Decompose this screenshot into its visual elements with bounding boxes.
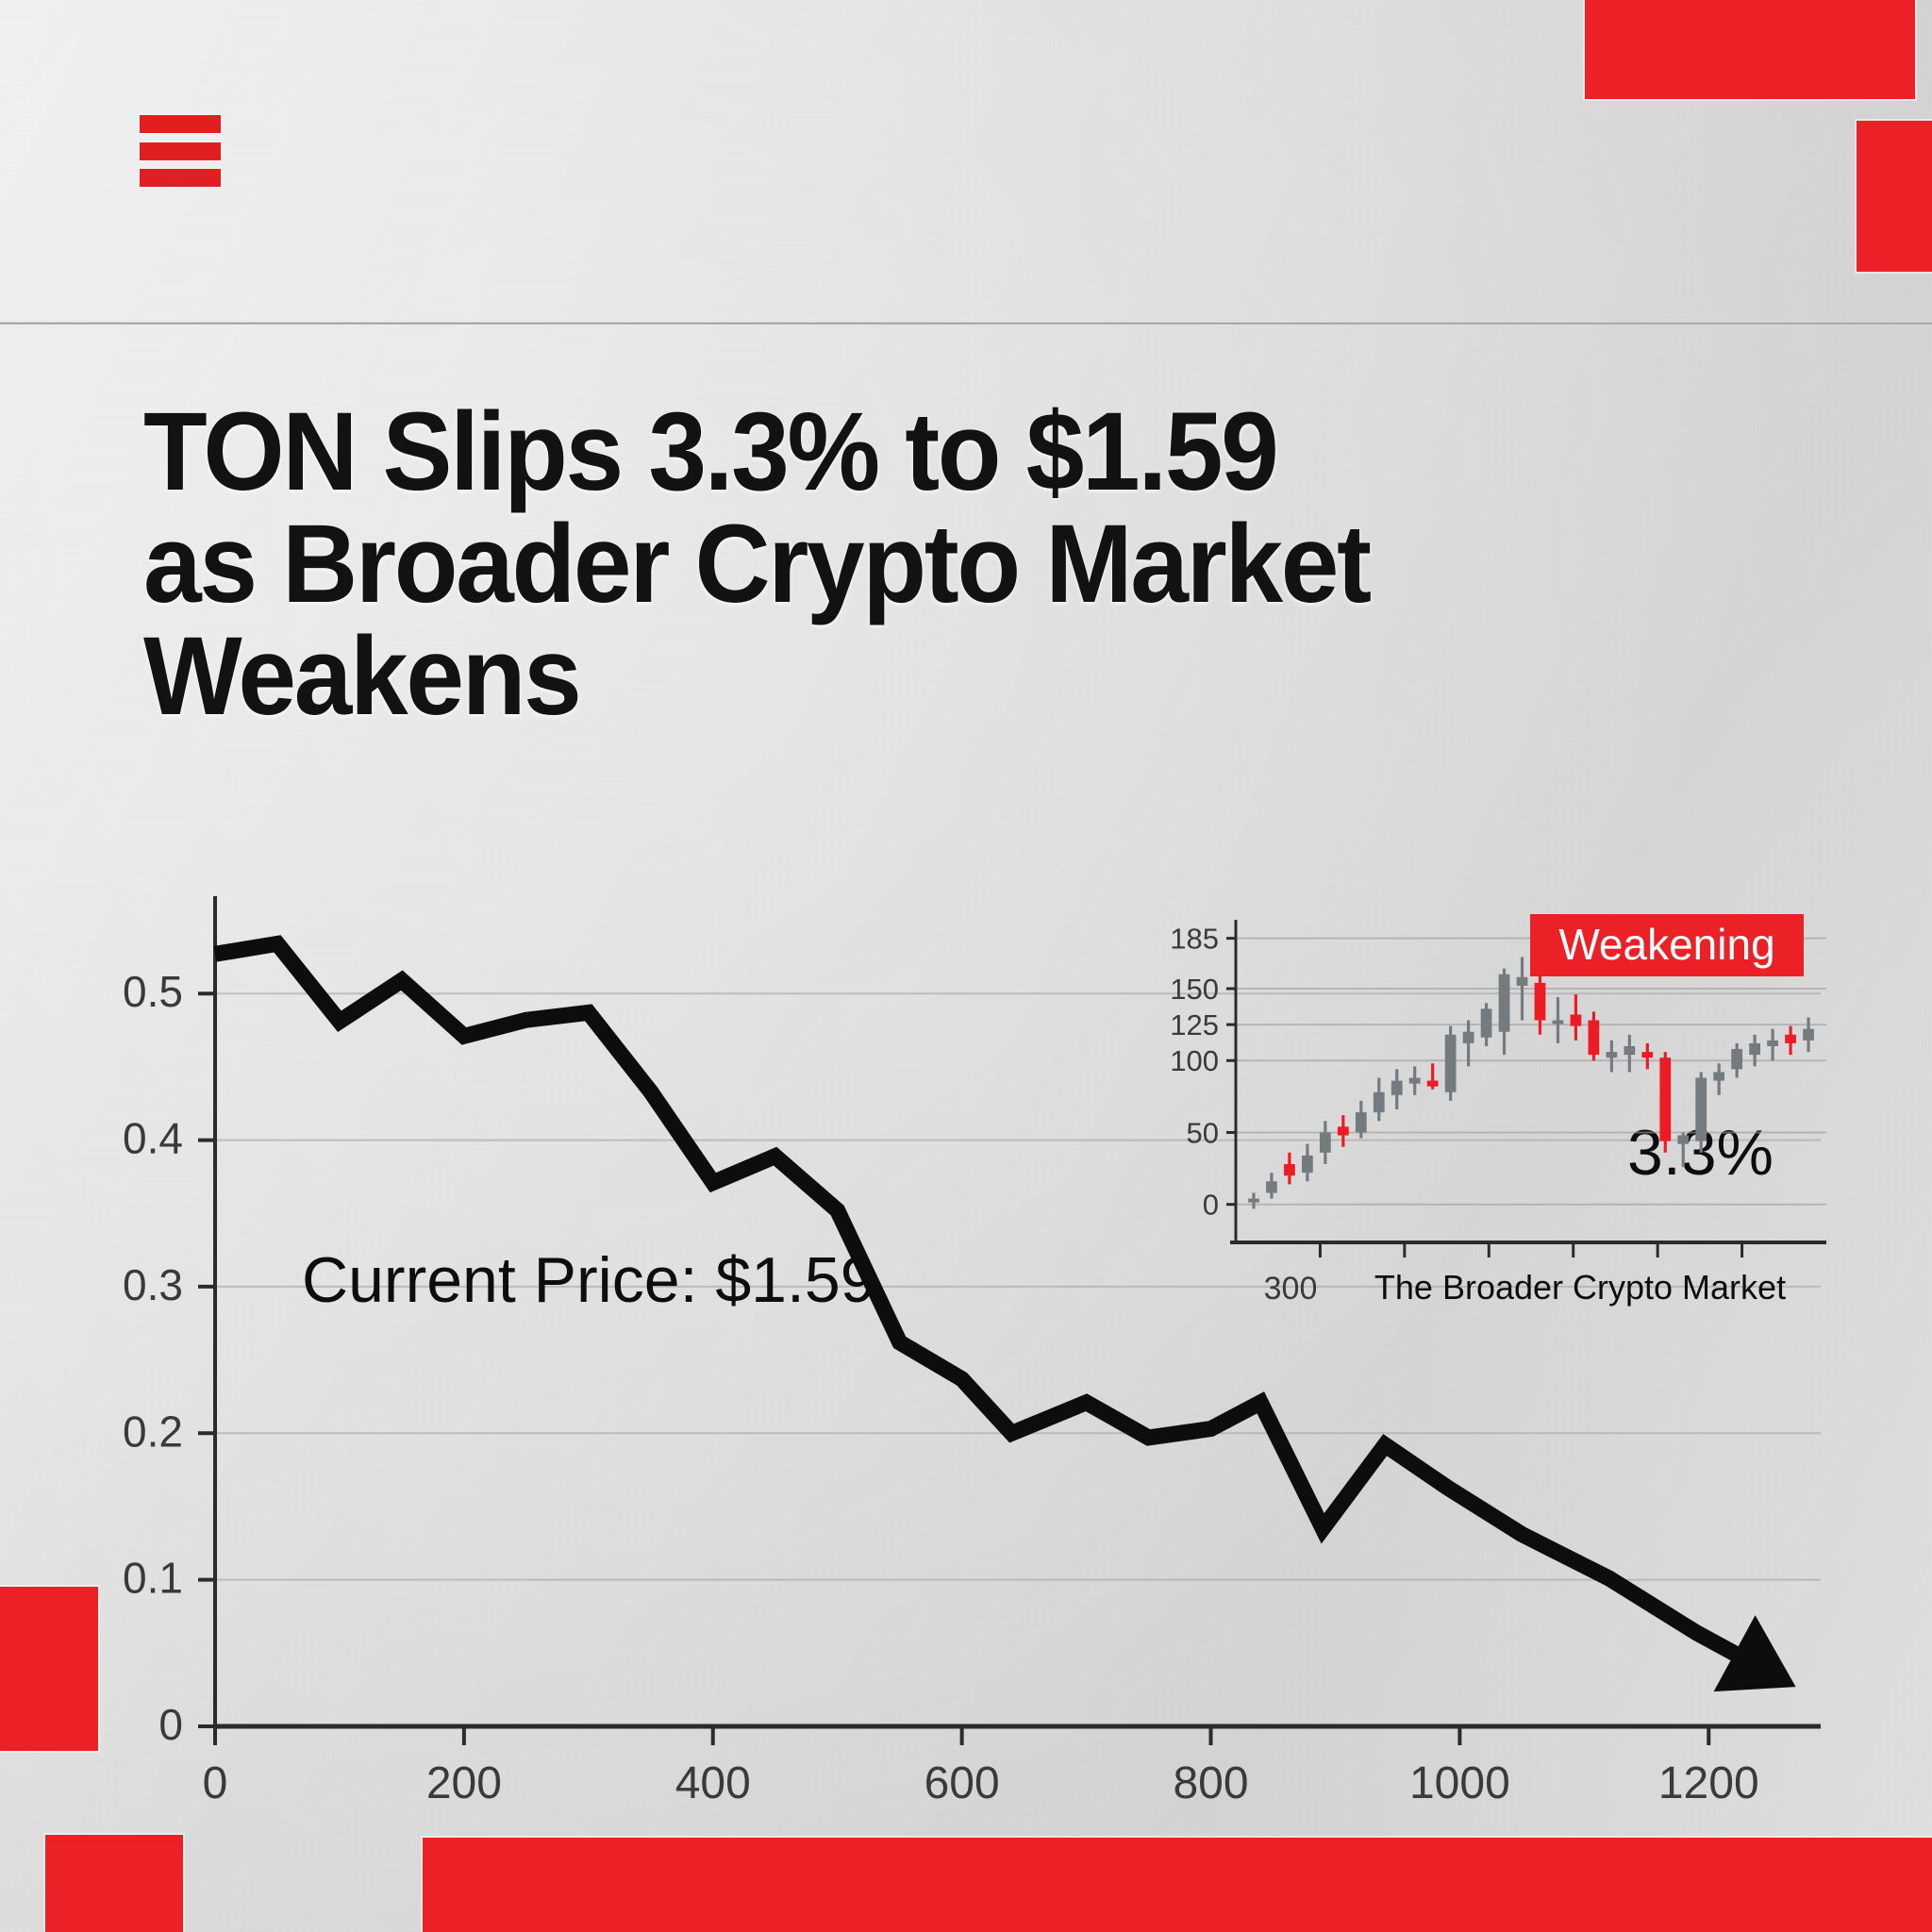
- y-tick-label: 0.2: [123, 1407, 183, 1456]
- inset-market-chart: 0 50 100 125 150 185 300 The Broader Crypto Mar…: [1149, 910, 1847, 1354]
- candle-body: [1803, 1028, 1814, 1041]
- candle-body: [1624, 1045, 1636, 1056]
- inset-y-tick-label: 0: [1203, 1189, 1219, 1222]
- candle-body: [1426, 1080, 1439, 1087]
- candle-body: [1516, 976, 1528, 986]
- decor-block-bottom-left: [45, 1835, 183, 1932]
- status-badge-label: Weakening: [1558, 920, 1774, 969]
- candle-body: [1284, 1164, 1295, 1176]
- x-tick-label: 1200: [1658, 1758, 1759, 1808]
- candle-body: [1480, 1008, 1492, 1038]
- hamburger-bar-1: [140, 115, 221, 133]
- candle-body: [1408, 1077, 1421, 1084]
- decor-block-bottom-wide: [423, 1838, 1932, 1932]
- candle-body: [1337, 1126, 1349, 1136]
- candle-body: [1785, 1034, 1796, 1043]
- candle-body: [1462, 1031, 1474, 1043]
- x-tick-label: 200: [426, 1758, 502, 1808]
- candle-body: [1641, 1052, 1654, 1058]
- inset-y-tick-label: 185: [1170, 923, 1219, 956]
- candle-body: [1767, 1040, 1778, 1046]
- inset-x-axis-label: The Broader Crypto Market: [1374, 1268, 1786, 1307]
- candle-body: [1248, 1198, 1259, 1203]
- current-price-annotation: Current Price: $1.59: [302, 1244, 876, 1316]
- candle-body: [1534, 982, 1546, 1021]
- candle-body: [1355, 1112, 1367, 1133]
- x-tick-label: 400: [675, 1758, 751, 1808]
- decor-block-top-right: [1857, 121, 1932, 272]
- y-tick-label: 0.3: [123, 1260, 183, 1309]
- x-tick-label: 0: [203, 1758, 228, 1808]
- inset-x-tick-label: 300: [1264, 1271, 1318, 1307]
- page-title: TON Slips 3.3% to $1.59 as Broader Crypt…: [143, 390, 1372, 740]
- hamburger-bar-2: [140, 142, 221, 160]
- y-tick-label: 0.5: [123, 967, 183, 1016]
- candle-body: [1391, 1080, 1403, 1095]
- candle-body: [1266, 1181, 1277, 1193]
- x-tick-label: 800: [1173, 1758, 1248, 1808]
- candle-body: [1301, 1155, 1313, 1174]
- candle-body: [1731, 1049, 1743, 1070]
- inset-y-tick-label: 150: [1170, 973, 1219, 1006]
- y-tick-label: 0.4: [123, 1114, 183, 1163]
- inset-y-tick-label: 50: [1187, 1116, 1219, 1149]
- x-tick-label: 1000: [1409, 1758, 1510, 1808]
- header-divider: [0, 322, 1932, 325]
- inset-y-tick-label: 100: [1170, 1044, 1219, 1077]
- inset-y-tick-label: 125: [1170, 1008, 1219, 1041]
- candle-body: [1444, 1034, 1457, 1092]
- candle-body: [1498, 974, 1510, 1032]
- hamburger-menu-icon[interactable]: [140, 115, 221, 187]
- main-price-chart: 0 0.1 0.2 0.3 0.4 0.5 0 200 400 600 800 1000 1200 Cur…: [0, 896, 1932, 1840]
- candle-body: [1677, 1135, 1690, 1144]
- candle-body: [1749, 1042, 1761, 1056]
- y-tick-label: 0.1: [123, 1554, 183, 1603]
- candle-body: [1695, 1077, 1707, 1141]
- x-tick-label: 600: [924, 1758, 1000, 1808]
- price-line: [213, 935, 1747, 1666]
- status-badge: [1530, 914, 1804, 976]
- candle-body: [1713, 1072, 1725, 1081]
- candle-body: [1659, 1058, 1672, 1141]
- trend-arrow-head: [1713, 1615, 1796, 1692]
- candle-body: [1588, 1020, 1600, 1056]
- candle-body: [1373, 1091, 1385, 1113]
- decor-block-left: [0, 1587, 98, 1751]
- hamburger-bar-3: [140, 169, 221, 187]
- y-tick-label: 0: [158, 1700, 183, 1749]
- candle-body: [1552, 1020, 1564, 1024]
- candle-body: [1319, 1132, 1331, 1153]
- candle-body: [1606, 1052, 1618, 1058]
- main-chart-svg: 00.10.20.30.40.50 200 400 600 800 1000 1200Cur…: [123, 896, 1821, 1808]
- decor-block-top-wide: [1585, 0, 1915, 99]
- candle-body: [1570, 1014, 1582, 1026]
